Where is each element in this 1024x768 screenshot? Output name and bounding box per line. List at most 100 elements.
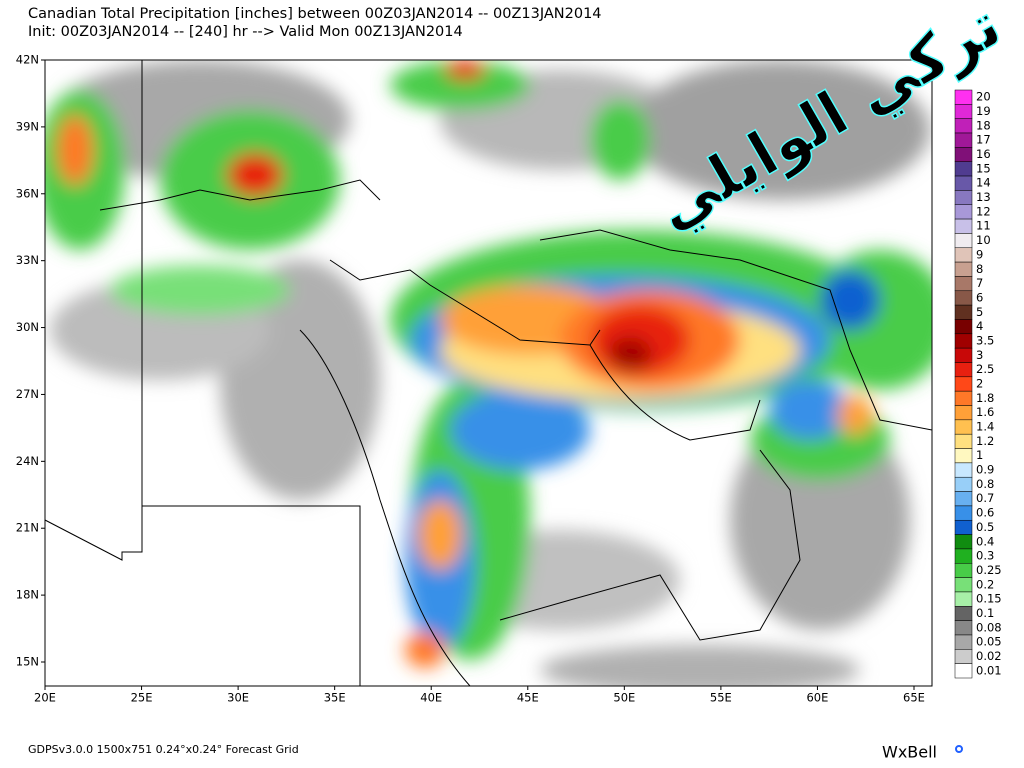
colorbar-swatch [954,491,973,507]
colorbar-swatch [954,261,973,277]
title-line-1: Canadian Total Precipitation [inches] be… [28,6,602,22]
colorbar-label: 1.8 [976,391,994,405]
colorbar-label: 4 [976,319,983,333]
colorbar-swatch [954,147,973,162]
colorbar-swatch [954,419,973,435]
colorbar-label: 0.4 [976,534,994,548]
colorbar-label: 3 [976,348,983,362]
lon-label: 65E [903,691,925,705]
colorbar-label: 3.5 [976,333,994,347]
lon-label: 55E [710,691,732,705]
colorbar-swatch [954,290,973,306]
lon-label: 20E [34,691,56,705]
colorbar-swatch [954,476,973,492]
colorbar-label: 6 [976,290,983,304]
colorbar-label: 20 [976,90,991,104]
lat-label: 39N [16,119,39,133]
lat-label: 24N [16,454,39,468]
colorbar-label: 19 [976,104,991,118]
colorbar-label: 0.2 [976,577,994,591]
colorbar-label: 0.25 [976,563,1002,577]
colorbar-label: 0.8 [976,477,994,491]
colorbar-label: 5 [976,305,983,319]
lat-label: 27N [16,387,39,401]
colorbar-label: 1.4 [976,420,994,434]
colorbar-label: 9 [976,247,983,261]
lat-label: 18N [16,588,39,602]
logo: WxBell [882,743,937,762]
colorbar-label: 2 [976,377,983,391]
colorbar-swatch [954,175,973,191]
lat-label: 33N [16,253,39,267]
colorbar-swatch [954,649,973,664]
colorbar-label: 0.5 [976,520,994,534]
colorbar-label: 0.05 [976,635,1002,649]
colorbar-label: 0.7 [976,491,994,505]
colorbar-label: 7 [976,276,983,290]
colorbar-swatch [954,333,973,349]
colorbar-swatch [954,563,973,578]
colorbar-swatch [954,534,973,550]
colorbar-swatch [954,362,973,378]
colorbar-swatch [954,548,973,564]
colorbar-swatch [954,118,973,134]
colorbar-swatch [954,620,973,636]
colorbar-swatch [954,104,973,119]
colorbar-swatch [954,132,973,148]
colorbar-label: 0.6 [976,506,994,520]
colorbar-label: 0.9 [976,463,994,477]
colorbar-label: 0.01 [976,663,1002,677]
colorbar-label: 11 [976,219,991,233]
colorbar-swatch [954,233,973,249]
colorbar-label: 0.1 [976,606,994,620]
colorbar-label: 15 [976,161,991,175]
colorbar-swatch [954,405,973,421]
colorbar-swatch [954,577,973,593]
colorbar-swatch [954,505,973,521]
colorbar-swatch [954,347,973,363]
colorbar-label: 8 [976,262,983,276]
colorbar-swatch [954,204,973,220]
colorbar-label: 17 [976,133,991,147]
footer-info: GDPSv3.0.0 1500x751 0.24°x0.24° Forecast… [28,743,299,756]
colorbar-swatch [954,89,973,105]
colorbar-label: 0.15 [976,592,1002,606]
lon-label: 50E [613,691,635,705]
lon-label: 30E [227,691,249,705]
colorbar-label: 1.6 [976,405,994,419]
colorbar-swatch [954,319,973,335]
lat-label: 30N [16,320,39,334]
colorbar-label: 18 [976,118,991,132]
lat-label: 42N [16,53,39,67]
colorbar-label: 16 [976,147,991,161]
colorbar: 20191817161514131211109876543.532.521.81… [954,89,1002,679]
colorbar-swatch [954,218,973,234]
colorbar-label: 1.2 [976,434,994,448]
colorbar-swatch [954,606,973,621]
lat-label: 15N [16,655,39,669]
lat-label: 36N [16,186,39,200]
lon-label: 45E [517,691,539,705]
colorbar-label: 12 [976,204,991,218]
colorbar-label: 13 [976,190,991,204]
colorbar-label: 14 [976,176,991,190]
colorbar-label: 0.3 [976,549,994,563]
lat-label: 21N [16,521,39,535]
precip-field [45,60,932,686]
axis-ticks: 42N 39N 36N 33N 30N 27N 24N 21N 18N 15N 20E 25E 30E 3… [16,53,925,705]
colorbar-swatch [954,304,973,320]
colorbar-swatch [954,462,973,478]
colorbar-swatch [954,276,973,292]
colorbar-swatch [954,376,973,392]
colorbar-swatch [954,663,973,679]
colorbar-swatch [954,433,973,449]
colorbar-swatch [954,161,973,177]
map-frame [44,59,933,687]
lon-label: 25E [131,691,153,705]
colorbar-swatch [954,634,973,650]
colorbar-swatch [954,519,973,535]
colorbar-swatch [954,448,973,464]
colorbar-swatch [954,190,973,205]
lon-label: 35E [324,691,346,705]
